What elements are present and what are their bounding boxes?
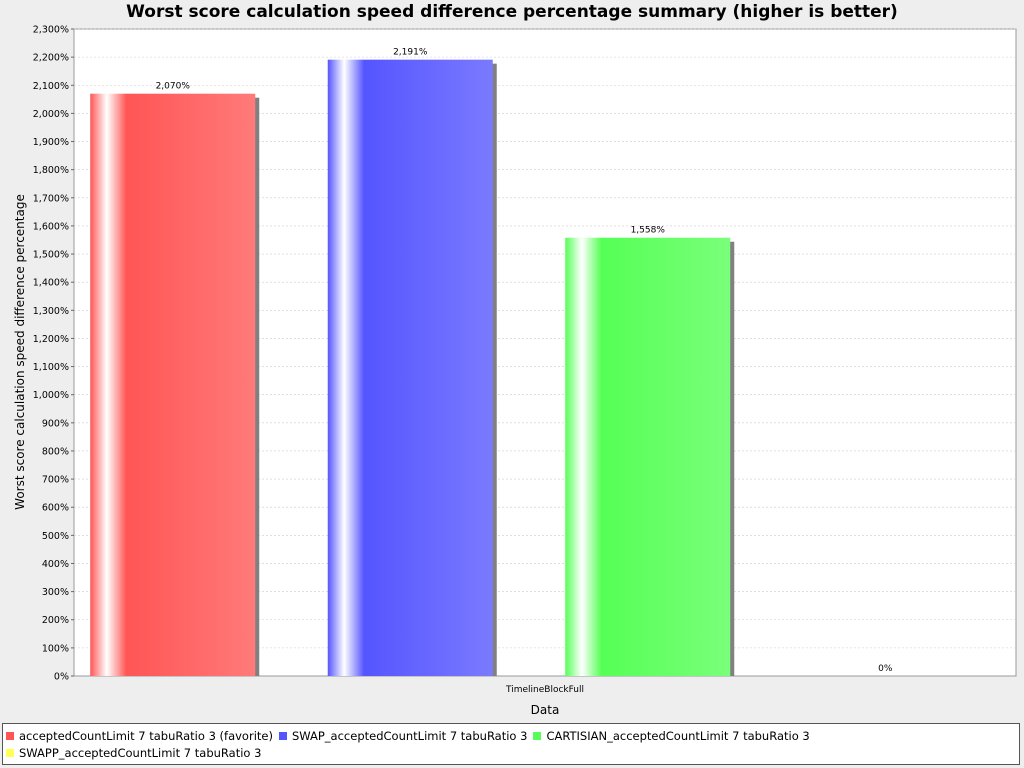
y-axis-label: Worst score calculation speed difference…: [13, 194, 27, 510]
y-tick-label: 1,900%: [33, 137, 69, 148]
x-category-label: TimelineBlockFull: [505, 685, 584, 695]
legend-label: CARTISIAN_acceptedCountLimit 7 tabuRatio…: [546, 728, 810, 743]
y-tick-label: 2,000%: [33, 109, 69, 120]
bar: [327, 59, 493, 677]
legend: acceptedCountLimit 7 tabuRatio 3 (favori…: [2, 723, 1020, 765]
y-tick-label: 1,500%: [33, 250, 69, 261]
y-tick-label: 0%: [54, 672, 69, 683]
y-tick-label: 1,100%: [33, 362, 69, 373]
y-tick-label: 900%: [42, 418, 69, 429]
legend-swatch: [6, 748, 14, 757]
bar-value-label: 2,191%: [393, 48, 428, 58]
legend-item: SWAP_acceptedCountLimit 7 tabuRatio 3: [278, 727, 528, 744]
legend-label: SWAP_acceptedCountLimit 7 tabuRatio 3: [291, 728, 528, 743]
y-tick-layer: 0% 100% 200% 300% 400% 500% 600% 700% 800% 900% 1,…: [33, 25, 74, 683]
legend-item: SWAPP_acceptedCountLimit 7 tabuRatio 3: [6, 744, 261, 761]
bar: [90, 93, 256, 676]
y-tick-label: 2,300%: [33, 25, 69, 36]
y-tick-label: 600%: [42, 503, 69, 514]
y-tick-label: 1,000%: [33, 390, 69, 401]
value-label-layer: 2,070% 2,191% 1,558% 0%: [156, 48, 893, 674]
legend-label: acceptedCountLimit 7 tabuRatio 3 (favori…: [19, 728, 273, 743]
y-tick-label: 1,200%: [33, 334, 69, 345]
y-tick-label: 200%: [42, 615, 69, 626]
legend-swatch: [533, 731, 542, 740]
bar-value-label: 0%: [878, 664, 893, 674]
y-tick-label: 700%: [42, 475, 69, 486]
y-tick-label: 1,400%: [33, 278, 69, 289]
y-tick-label: 800%: [42, 446, 69, 457]
y-tick-label: 1,700%: [33, 193, 69, 204]
y-tick-label: 300%: [42, 587, 69, 598]
bar-value-label: 2,070%: [156, 82, 191, 92]
legend-swatch: [278, 731, 287, 740]
y-tick-label: 100%: [42, 643, 69, 654]
legend-label: SWAPP_acceptedCountLimit 7 tabuRatio 3: [19, 745, 262, 760]
bar-layer: [90, 59, 735, 677]
legend-swatch: [6, 731, 14, 740]
y-tick-label: 2,100%: [33, 81, 69, 92]
chart-svg: 0% 100% 200% 300% 400% 500% 600% 700% 800% 900% 1,…: [13, 25, 1017, 717]
y-tick-label: 1,800%: [33, 165, 69, 176]
y-tick-label: 1,600%: [33, 221, 69, 232]
y-tick-label: 1,300%: [33, 306, 69, 317]
legend-item: CARTISIAN_acceptedCountLimit 7 tabuRatio…: [533, 727, 810, 744]
bar-value-label: 1,558%: [631, 226, 666, 236]
legend-item: acceptedCountLimit 7 tabuRatio 3 (favori…: [6, 727, 273, 744]
bar: [565, 237, 731, 676]
chart-title: Worst score calculation speed difference…: [126, 2, 898, 22]
x-axis-label: Data: [531, 703, 560, 717]
y-tick-label: 2,200%: [33, 53, 69, 64]
y-tick-label: 500%: [42, 531, 69, 542]
y-tick-label: 400%: [42, 559, 69, 570]
